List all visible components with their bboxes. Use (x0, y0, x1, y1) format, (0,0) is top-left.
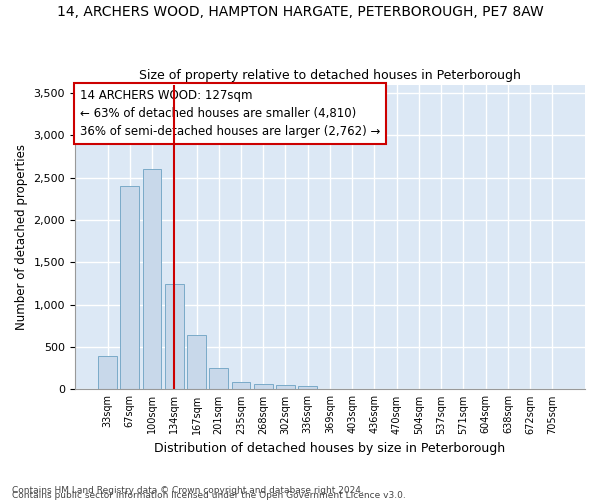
Text: 14, ARCHERS WOOD, HAMPTON HARGATE, PETERBOROUGH, PE7 8AW: 14, ARCHERS WOOD, HAMPTON HARGATE, PETER… (56, 5, 544, 19)
Text: 14 ARCHERS WOOD: 127sqm
← 63% of detached houses are smaller (4,810)
36% of semi: 14 ARCHERS WOOD: 127sqm ← 63% of detache… (80, 89, 380, 138)
Bar (98, 356, 117, 390)
X-axis label: Distribution of detached houses by size in Peterborough: Distribution of detached houses by size … (154, 442, 506, 455)
Bar (121, 186, 139, 390)
Bar (232, 382, 250, 390)
Bar (209, 368, 228, 390)
Y-axis label: Number of detached properties: Number of detached properties (15, 144, 28, 330)
Bar (187, 335, 206, 390)
Text: Contains HM Land Registry data © Crown copyright and database right 2024.: Contains HM Land Registry data © Crown c… (12, 486, 364, 495)
Text: Contains public sector information licensed under the Open Government Licence v3: Contains public sector information licen… (12, 491, 406, 500)
Bar (254, 384, 272, 390)
Bar (143, 169, 161, 390)
Bar (276, 385, 295, 390)
Bar (165, 284, 184, 390)
Title: Size of property relative to detached houses in Peterborough: Size of property relative to detached ho… (139, 69, 521, 82)
Bar (298, 386, 317, 390)
